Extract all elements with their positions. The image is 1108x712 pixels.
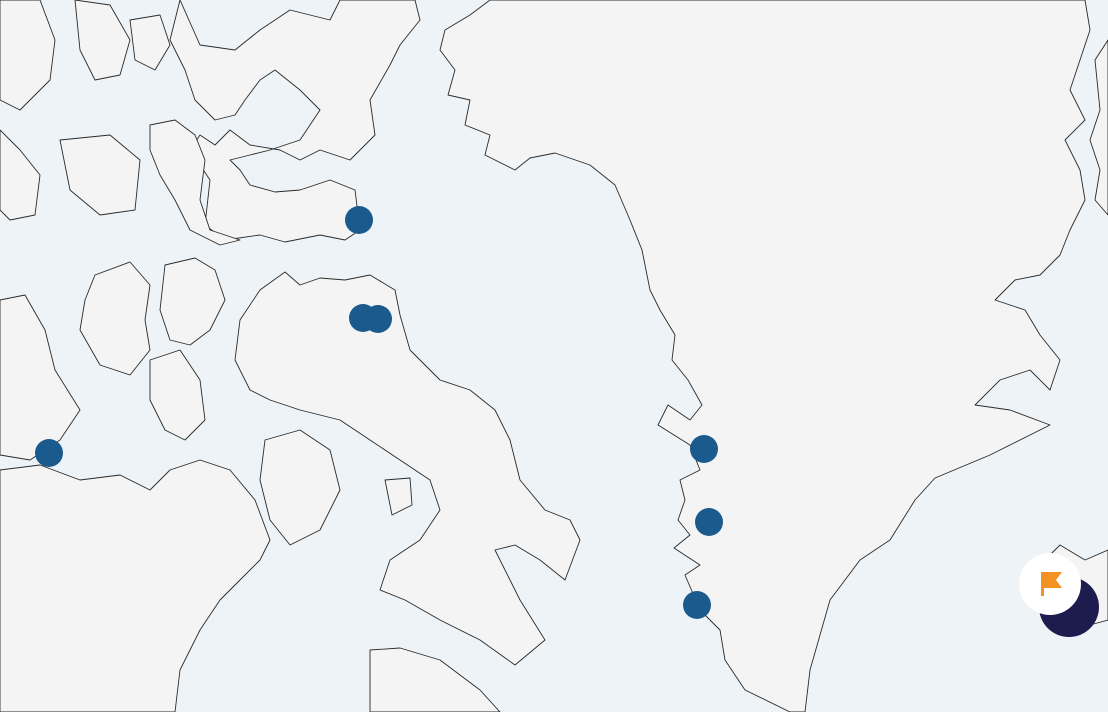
island-d <box>384 477 413 516</box>
island-a <box>129 14 171 71</box>
svalbard-edge <box>1089 39 1108 216</box>
island-b <box>59 134 141 216</box>
prince-of-wales <box>159 257 226 346</box>
axel-heiberg <box>74 0 131 81</box>
king-william <box>149 349 206 441</box>
ellesmere <box>169 0 421 243</box>
somerset <box>79 261 151 376</box>
map-marker[interactable] <box>35 439 63 467</box>
melville-peninsula <box>259 429 341 546</box>
map-marker[interactable] <box>364 305 392 333</box>
map-marker[interactable] <box>695 508 723 536</box>
map-marker[interactable] <box>683 591 711 619</box>
map-marker[interactable] <box>345 206 373 234</box>
markers <box>35 206 723 619</box>
flag-icon <box>1044 572 1062 588</box>
small-island <box>0 0 56 111</box>
southampton <box>369 647 501 712</box>
flag-pole <box>1041 572 1044 596</box>
mainland <box>0 459 271 712</box>
baffin <box>234 271 581 666</box>
map-marker[interactable] <box>690 435 718 463</box>
flag-button[interactable] <box>1019 553 1099 637</box>
devon <box>149 119 241 246</box>
victoria <box>0 294 81 461</box>
island-c <box>0 129 41 221</box>
